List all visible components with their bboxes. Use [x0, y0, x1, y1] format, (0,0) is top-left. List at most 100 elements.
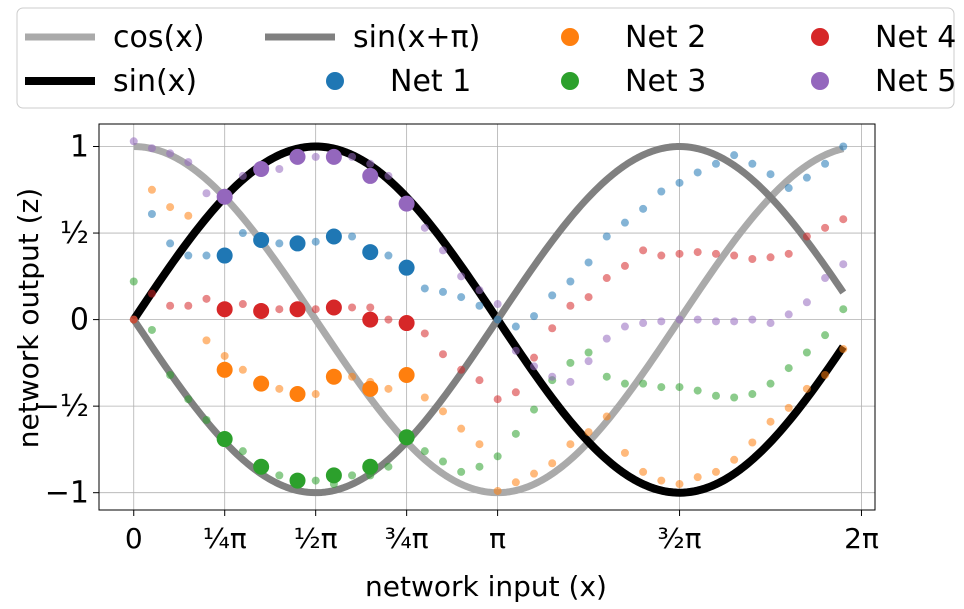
- reference-curves: [130, 142, 847, 497]
- series-5-point: [675, 315, 684, 324]
- series-2-point: [584, 428, 593, 437]
- series-points: [129, 137, 848, 495]
- series-4-point: [548, 324, 557, 333]
- series-5-highlight: [398, 195, 415, 212]
- series-1-point: [693, 168, 702, 177]
- series-3-point: [166, 370, 175, 379]
- series-3-point: [275, 471, 284, 480]
- series-2-point: [475, 440, 484, 449]
- series-2-point: [420, 393, 429, 402]
- series-3-highlight: [289, 472, 306, 489]
- series-2-point: [730, 455, 739, 464]
- series-4-highlight: [289, 301, 306, 318]
- series-5-highlight: [289, 148, 306, 165]
- series-4-highlight: [325, 299, 342, 316]
- series-3-point: [766, 379, 775, 388]
- series-5-point: [602, 334, 611, 343]
- series-2-point: [166, 203, 175, 212]
- series-5-point: [657, 317, 666, 326]
- x-tick-label-2: ½π: [294, 522, 338, 555]
- series-4-point: [675, 249, 684, 258]
- x-tick-label-0: 0: [125, 522, 143, 555]
- series-1-point: [711, 159, 720, 168]
- series-4-point: [784, 249, 793, 258]
- y-tick-label-1: ½: [60, 216, 89, 251]
- series-1-point: [748, 159, 757, 168]
- series-4-point: [584, 293, 593, 302]
- series-1-point: [620, 218, 629, 227]
- series-4-point: [147, 289, 156, 298]
- series-5-highlight: [253, 161, 270, 178]
- series-4-point: [566, 301, 575, 310]
- series-2-point: [802, 384, 811, 393]
- legend-marker-4: [561, 28, 579, 46]
- legend-label-7: Net 5: [875, 64, 956, 99]
- series-3-highlight: [216, 431, 233, 448]
- series-1-point: [548, 291, 557, 300]
- series-5-point: [166, 149, 175, 158]
- series-5-point: [693, 315, 702, 324]
- series-1-highlight: [398, 259, 415, 276]
- plot-area: [99, 124, 875, 510]
- series-1-point: [839, 142, 848, 151]
- series-2-highlight: [398, 366, 415, 383]
- series-2-point: [675, 480, 684, 489]
- series-3-point: [384, 462, 393, 471]
- series-2-point: [693, 473, 702, 482]
- series-5-point: [511, 346, 520, 355]
- series-2-point: [548, 459, 557, 468]
- x-axis-label: network input (x): [365, 570, 607, 603]
- legend-label-5: Net 3: [625, 64, 706, 99]
- series-1-point: [184, 251, 193, 260]
- series-4-highlight: [398, 315, 415, 332]
- series-3-point: [839, 305, 848, 314]
- series-4-highlight: [253, 302, 270, 319]
- x-tick-label-3: ¾π: [385, 522, 429, 555]
- series-5-point: [766, 319, 775, 328]
- series-1-point: [166, 239, 175, 248]
- series-5-point: [475, 286, 484, 295]
- series-1-point: [802, 173, 811, 182]
- series-4-point: [511, 388, 520, 397]
- series-1-highlight: [289, 235, 306, 252]
- series-1-point: [475, 301, 484, 310]
- series-4-point: [238, 300, 247, 309]
- series-2-point: [511, 478, 520, 487]
- legend: cos(x) sin(x) sin(x+π) Net 1 Net 2 Net 3 Net 4…: [16, 7, 956, 109]
- series-5-point: [129, 137, 138, 146]
- series-4-highlight: [216, 301, 233, 318]
- series-4-point: [748, 255, 757, 264]
- series-1-point: [821, 159, 830, 168]
- series-3-highlight: [325, 467, 342, 484]
- series-4-point: [711, 249, 720, 258]
- series-3-point: [675, 383, 684, 392]
- series-1-point: [675, 178, 684, 187]
- series-1-point: [348, 232, 357, 241]
- series-3-point: [238, 447, 247, 456]
- series-4-point: [129, 315, 138, 324]
- series-2-point: [748, 438, 757, 447]
- series-1-point: [457, 293, 466, 302]
- series-4-point: [493, 395, 502, 404]
- series-4-point: [802, 232, 811, 241]
- series-2-point: [147, 185, 156, 194]
- series-5-point: [748, 315, 757, 324]
- series-2-point: [657, 476, 666, 485]
- series-1-point: [275, 239, 284, 248]
- curve-sin: [130, 142, 847, 497]
- series-4-point: [420, 329, 429, 338]
- highlighted-points: [216, 148, 415, 489]
- series-1-point: [602, 232, 611, 241]
- series-5-highlight: [362, 167, 379, 184]
- series-5-point: [711, 317, 720, 326]
- series-1-point: [639, 204, 648, 213]
- series-2-point: [839, 345, 848, 354]
- y-tick-label-3: −½: [35, 389, 89, 424]
- y-axis-label: network output (z): [12, 188, 45, 448]
- series-3-point: [457, 467, 466, 476]
- series-3-point: [602, 372, 611, 381]
- series-3-highlight: [253, 458, 270, 475]
- legend-marker-7: [811, 72, 829, 90]
- series-3-point: [620, 379, 629, 388]
- series-2-point: [620, 448, 629, 457]
